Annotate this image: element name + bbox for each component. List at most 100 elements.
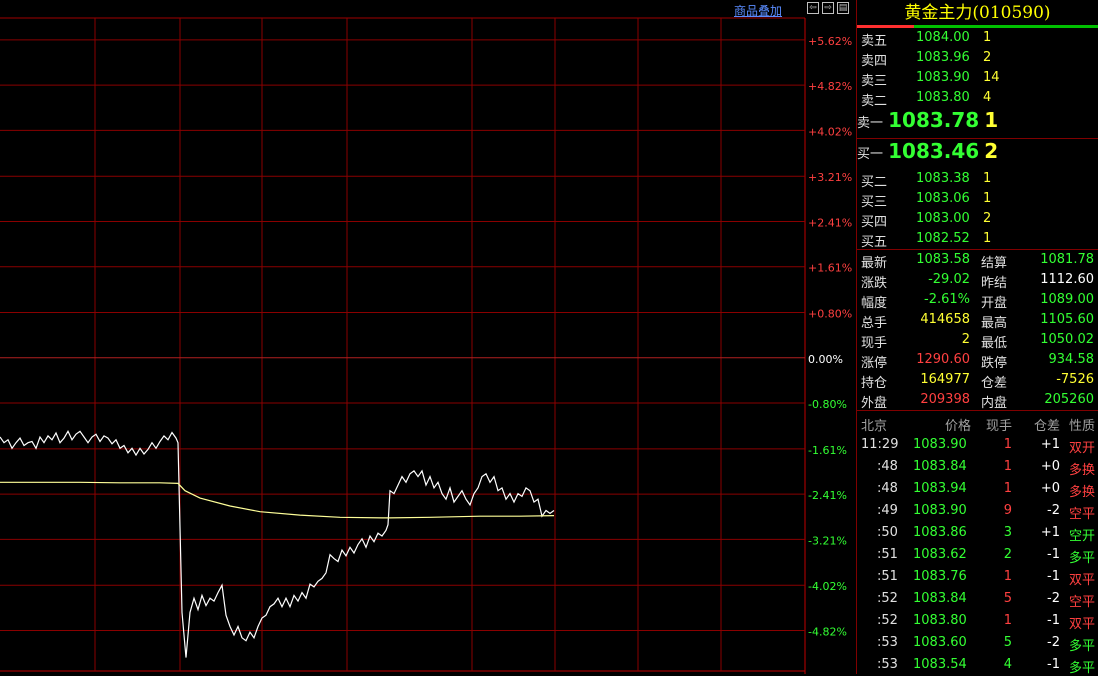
next-arrow-icon[interactable]: ⇨	[822, 2, 834, 14]
tick-col-price: 价格	[945, 419, 972, 434]
tick-row[interactable]: :53 1083.60 5 -2 多平	[857, 631, 1098, 654]
bid-level-label: 买三	[861, 195, 888, 210]
ask-level-label: 卖五	[861, 34, 888, 49]
tick-row[interactable]: 11:29 1083.90 1 +1 双开	[857, 433, 1098, 456]
bid-level-price: 1083.00	[916, 211, 970, 226]
bid-level-row[interactable]: 买三 1083.06 1	[857, 189, 1098, 210]
tick-time: :53	[877, 635, 898, 650]
bid-level-row[interactable]: 买五 1082.52 1	[857, 229, 1098, 250]
tick-oi-change: -2	[1047, 503, 1060, 518]
intraday-chart[interactable]: +5.62% +4.82% +4.02% +3.21% +2.41% +1.61% +0.8…	[0, 0, 856, 674]
y-tick-label: +4.02%	[808, 125, 852, 138]
y-tick-label: +4.82%	[808, 80, 852, 93]
tick-time: :52	[877, 591, 898, 606]
tick-price: 1083.84	[913, 591, 967, 606]
stat-value: 934.58	[1048, 352, 1095, 367]
tick-nature: 空平	[1068, 595, 1095, 610]
tick-row[interactable]: :52 1083.84 5 -2 空平	[857, 587, 1098, 610]
tick-nature: 双平	[1068, 573, 1095, 588]
tick-time: :48	[877, 481, 898, 496]
tick-oi-change: -1	[1047, 657, 1060, 672]
tick-row[interactable]: :51 1083.62 2 -1 多平	[857, 543, 1098, 566]
y-tick-label: -4.82%	[808, 625, 847, 638]
stat-value: 164977	[920, 372, 970, 387]
tick-row[interactable]: :53 1083.54 4 -1 多平	[857, 653, 1098, 676]
tick-time: :51	[877, 547, 898, 562]
ask-level-row[interactable]: 卖三 1083.90 14	[857, 68, 1098, 89]
tick-row[interactable]: :49 1083.90 9 -2 空平	[857, 499, 1098, 522]
tick-time: :50	[877, 525, 898, 540]
bid-level-price: 1082.52	[916, 231, 970, 246]
overlay-commodity-link[interactable]: 商品叠加	[734, 4, 783, 18]
tick-nature: 多平	[1068, 661, 1095, 676]
stat-label: 开盘	[981, 296, 1008, 311]
bid-levels: 买二 1083.38 1 买三 1083.06 1 买四 1083.00 2 买五 1082.52 1	[857, 169, 1098, 250]
bid1-row[interactable]: 买一 1083.46 2	[857, 139, 1098, 169]
stat-label: 仓差	[981, 376, 1008, 391]
stat-value: 209398	[920, 392, 970, 407]
stat-label: 总手	[861, 316, 888, 331]
quote-panel: 黄金主力(010590) 卖五 1084.00 1 卖四 1083.96 2 卖三 1083.…	[856, 0, 1098, 676]
stat-value: 2	[961, 332, 970, 347]
tick-row[interactable]: :50 1083.86 3 +1 空开	[857, 521, 1098, 544]
tick-oi-change: +0	[1040, 459, 1060, 474]
tick-time: 11:29	[861, 437, 899, 452]
tick-volume: 4	[1003, 657, 1012, 672]
tick-row[interactable]: :48 1083.94 1 +0 多换	[857, 477, 1098, 500]
bid1-label: 买一	[857, 147, 884, 162]
tick-col-time: 北京	[861, 419, 888, 434]
ask-level-label: 卖二	[861, 94, 888, 109]
stat-value: 414658	[920, 312, 970, 327]
tick-nature: 双平	[1068, 617, 1095, 632]
y-tick-label: +0.80%	[808, 308, 852, 321]
ask-level-row[interactable]: 卖五 1084.00 1	[857, 28, 1098, 49]
tick-volume: 1	[1003, 613, 1012, 628]
tick-volume: 1	[1003, 481, 1012, 496]
tick-volume: 5	[1003, 591, 1012, 606]
prev-arrow-icon[interactable]: ⇦	[807, 2, 819, 14]
stats-row: 涨跌 -29.02 昨结 1112.60	[857, 270, 1098, 291]
ask1-row[interactable]: 卖一 1083.78 1	[857, 108, 1098, 138]
bid-level-row[interactable]: 买四 1083.00 2	[857, 209, 1098, 230]
tick-time: :52	[877, 613, 898, 628]
tick-volume: 1	[1003, 437, 1012, 452]
tick-price: 1083.54	[913, 657, 967, 672]
tick-volume: 2	[1003, 547, 1012, 562]
ask-level-price: 1084.00	[916, 30, 970, 45]
tick-col-oi: 仓差	[1033, 419, 1060, 434]
stats-table: 最新 1083.58 结算 1081.78 涨跌 -29.02 昨结 1112.60 幅度 -2.…	[857, 250, 1098, 411]
bid-level-volume: 2	[983, 211, 992, 226]
stats-row: 外盘 209398 内盘 205260	[857, 390, 1098, 411]
ask-level-row[interactable]: 卖二 1083.80 4	[857, 88, 1098, 109]
stat-value: 1290.60	[916, 352, 970, 367]
panel-toggle-icon[interactable]: ▤	[837, 2, 849, 14]
stats-row: 最新 1083.58 结算 1081.78	[857, 250, 1098, 271]
chart-canvas[interactable]: +5.62% +4.82% +4.02% +3.21% +2.41% +1.61% +0.8…	[0, 0, 856, 674]
bid-level-label: 买二	[861, 175, 888, 190]
bid-level-price: 1083.38	[916, 171, 970, 186]
tick-price: 1083.62	[913, 547, 967, 562]
ask-level-volume: 2	[983, 50, 992, 65]
ask-level-row[interactable]: 卖四 1083.96 2	[857, 48, 1098, 69]
tick-list[interactable]: 11:29 1083.90 1 +1 双开:48 1083.84 1 +0 多换:48 1083.…	[857, 433, 1098, 676]
tick-nature: 多换	[1068, 463, 1095, 478]
tick-price: 1083.84	[913, 459, 967, 474]
tick-volume: 1	[1003, 569, 1012, 584]
y-tick-label: 0.00%	[808, 353, 843, 366]
y-tick-label: +1.61%	[808, 262, 852, 275]
tick-oi-change: -1	[1047, 569, 1060, 584]
tick-col-nature: 性质	[1068, 419, 1095, 434]
tick-row[interactable]: :51 1083.76 1 -1 双平	[857, 565, 1098, 588]
ask-level-price: 1083.90	[916, 70, 970, 85]
y-tick-label: +5.62%	[808, 35, 852, 48]
average-price-line	[0, 481, 555, 519]
ask-level-price: 1083.96	[916, 50, 970, 65]
y-tick-label: -4.02%	[808, 580, 847, 593]
tick-row[interactable]: :48 1083.84 1 +0 多换	[857, 455, 1098, 478]
tick-time: :48	[877, 459, 898, 474]
y-tick-label: -3.21%	[808, 534, 847, 547]
tick-row[interactable]: :52 1083.80 1 -1 双平	[857, 609, 1098, 632]
bid-level-row[interactable]: 买二 1083.38 1	[857, 169, 1098, 190]
stat-label: 内盘	[981, 396, 1008, 411]
buy-sell-ratio-bar	[857, 25, 1098, 28]
